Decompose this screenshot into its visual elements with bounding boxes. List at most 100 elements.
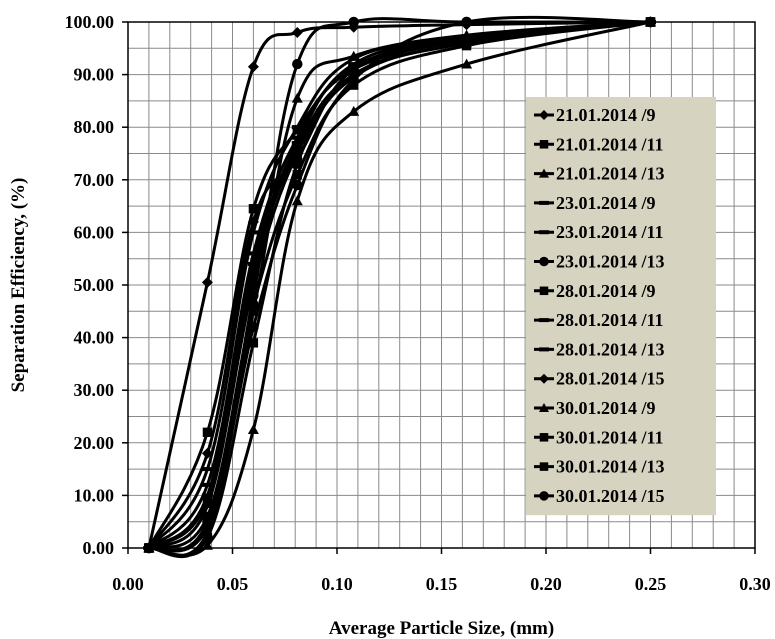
- data-point: [202, 532, 213, 543]
- data-point: [202, 521, 213, 533]
- y-tick-label: 10.00: [74, 485, 115, 505]
- legend-item: 21.01.2014 /13: [534, 164, 665, 184]
- legend-label: 30.01.2014 /13: [556, 457, 665, 477]
- data-point: [348, 74, 359, 86]
- series-14: [143, 15, 656, 554]
- legend-label: 21.01.2014 /11: [556, 134, 664, 154]
- data-point: [291, 146, 303, 151]
- legend-label: 30.01.2014 /11: [556, 427, 664, 447]
- data-point: [201, 447, 213, 459]
- legend-marker: [539, 256, 549, 267]
- legend-item: 28.01.2014 /13: [534, 339, 665, 359]
- legend-marker: [539, 318, 549, 323]
- data-point: [247, 230, 259, 235]
- legend-marker: [539, 110, 549, 120]
- data-point: [247, 261, 259, 266]
- series-line: [147, 20, 651, 550]
- data-point: [292, 179, 303, 191]
- x-tick-label: 0.25: [635, 574, 667, 594]
- data-point: [348, 56, 360, 61]
- y-tick-label: 0.00: [83, 538, 115, 558]
- y-tick-label: 30.00: [74, 380, 115, 400]
- data-point: [348, 16, 359, 28]
- legend-label: 28.01.2014 /9: [556, 281, 656, 301]
- legend-label: 28.01.2014 /15: [556, 369, 665, 389]
- x-tick-label: 0.30: [739, 574, 771, 594]
- data-point: [461, 38, 472, 48]
- data-point: [202, 495, 213, 506]
- data-point: [291, 27, 303, 39]
- data-point: [201, 503, 213, 508]
- data-point: [202, 511, 213, 522]
- legend-item: 30.01.2014 /9: [534, 398, 656, 418]
- data-point: [291, 125, 303, 130]
- data-point: [349, 69, 359, 80]
- series-group: [143, 15, 656, 559]
- legend-item: 23.01.2014 /9: [534, 193, 656, 213]
- series-line: [147, 20, 651, 549]
- data-point: [349, 80, 359, 90]
- y-tick-label: 90.00: [74, 65, 115, 85]
- legend-item: 30.01.2014 /15: [534, 486, 665, 506]
- y-tick-label: 60.00: [74, 222, 115, 242]
- legend-marker: [539, 347, 549, 352]
- data-point: [248, 280, 259, 290]
- legend-label: 23.01.2014 /11: [556, 222, 664, 242]
- data-point: [247, 61, 259, 73]
- y-tick-label: 50.00: [74, 275, 115, 295]
- data-point: [143, 542, 155, 554]
- data-point: [292, 58, 303, 70]
- data-point: [348, 105, 360, 116]
- x-tick-label: 0.20: [530, 574, 562, 594]
- series-1: [143, 16, 656, 554]
- data-point: [201, 276, 213, 288]
- legend-label: 28.01.2014 /11: [556, 310, 664, 330]
- legend-marker: [539, 491, 549, 501]
- data-point: [202, 427, 213, 437]
- data-point: [247, 216, 259, 228]
- x-tick-label: 0.05: [217, 574, 249, 594]
- legend-marker: [539, 168, 549, 178]
- y-tick-label: 40.00: [74, 328, 115, 348]
- legend-marker: [539, 230, 549, 235]
- data-point: [201, 467, 213, 472]
- legend-label: 21.01.2014 /13: [556, 164, 665, 184]
- legend-item: 28.01.2014 /9: [534, 281, 656, 301]
- legend-item: 30.01.2014 /13: [534, 457, 665, 477]
- data-point: [291, 135, 303, 140]
- x-tick-label: 0.10: [321, 574, 353, 594]
- legend-item: 23.01.2014 /13: [534, 252, 665, 272]
- data-point: [248, 204, 259, 214]
- legend-box: [526, 97, 716, 516]
- y-tick-label: 20.00: [74, 433, 115, 453]
- y-tick-label: 70.00: [74, 170, 115, 190]
- legend-marker: [539, 200, 549, 205]
- data-point: [291, 140, 303, 145]
- legend-marker: [539, 462, 549, 471]
- legend-item: 21.01.2014 /9: [534, 105, 656, 125]
- legend-label: 23.01.2014 /9: [556, 193, 656, 213]
- data-point: [248, 338, 259, 348]
- data-point: [201, 482, 213, 487]
- data-point: [247, 251, 259, 256]
- data-point: [248, 321, 259, 333]
- x-tick-label: 0.15: [426, 574, 458, 594]
- legend-marker: [539, 140, 549, 149]
- data-point: [248, 301, 259, 311]
- data-point: [247, 272, 259, 277]
- data-point: [291, 195, 303, 206]
- legend-item: 28.01.2014 /11: [534, 310, 664, 330]
- x-axis-title: Average Particle Size, (mm): [329, 618, 554, 639]
- data-point: [247, 424, 259, 435]
- data-point: [292, 148, 302, 159]
- x-tick-label: 0.00: [112, 574, 144, 594]
- legend-item: 23.01.2014 /11: [534, 222, 664, 242]
- legend-marker: [539, 433, 549, 442]
- data-point: [201, 539, 213, 550]
- legend-item: 21.01.2014 /11: [534, 134, 664, 154]
- data-point: [461, 16, 472, 28]
- legend-label: 30.01.2014 /9: [556, 398, 656, 418]
- legend-marker: [539, 286, 549, 296]
